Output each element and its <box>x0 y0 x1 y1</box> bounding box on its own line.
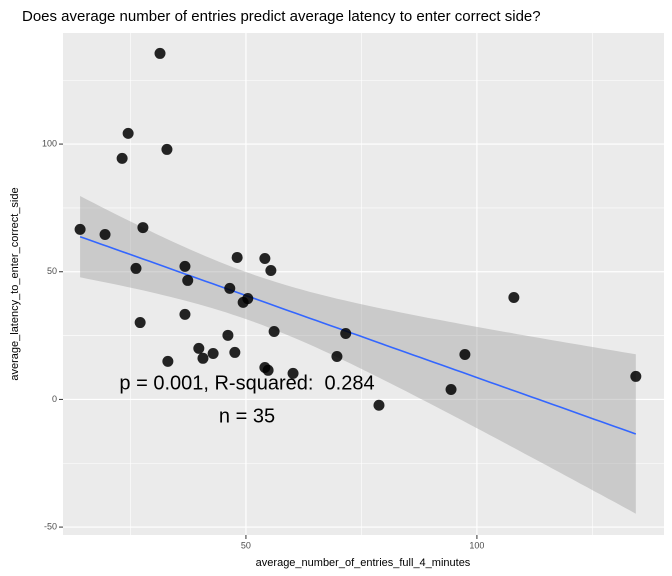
point <box>182 274 194 286</box>
point <box>134 317 146 329</box>
x-tick-label: 100 <box>469 540 484 550</box>
point <box>630 370 642 382</box>
fit-line <box>79 235 637 435</box>
point <box>137 222 149 234</box>
point <box>265 264 277 276</box>
point <box>193 342 205 354</box>
point <box>268 325 280 337</box>
point <box>207 347 219 359</box>
point <box>340 328 352 340</box>
point <box>179 308 191 320</box>
point <box>162 355 174 367</box>
y-tick-label: -50 <box>44 521 57 531</box>
point <box>229 346 241 358</box>
annotation: p = 0.001, R-squared: 0.284 <box>119 372 374 394</box>
plot-panel <box>63 33 664 535</box>
point <box>179 260 191 272</box>
point <box>242 293 254 305</box>
point <box>373 399 385 411</box>
point <box>259 252 271 264</box>
point <box>331 351 343 363</box>
point <box>224 282 236 294</box>
point <box>222 329 234 341</box>
point <box>161 143 173 155</box>
x-axis-title: average_number_of_entries_full_4_minutes <box>256 557 471 569</box>
point <box>197 352 209 364</box>
y-tick-label: 0 <box>52 394 57 404</box>
x-tick-label: 50 <box>241 540 251 550</box>
chart-title: Does average number of entries predict a… <box>22 8 541 25</box>
point <box>122 127 134 139</box>
point <box>262 364 274 376</box>
point <box>287 367 299 379</box>
point <box>154 47 166 59</box>
point <box>74 223 86 235</box>
confidence-band <box>80 196 636 514</box>
annotation: n = 35 <box>219 405 275 427</box>
point <box>459 348 471 360</box>
point <box>99 228 111 240</box>
point <box>231 251 243 263</box>
point <box>116 152 128 164</box>
y-tick-label: 100 <box>42 138 57 148</box>
point <box>508 292 520 304</box>
point <box>445 383 457 395</box>
y-tick-label: 50 <box>47 266 57 276</box>
point <box>130 262 142 274</box>
y-axis-title: average_latency_to_enter_correct_side <box>9 187 21 380</box>
